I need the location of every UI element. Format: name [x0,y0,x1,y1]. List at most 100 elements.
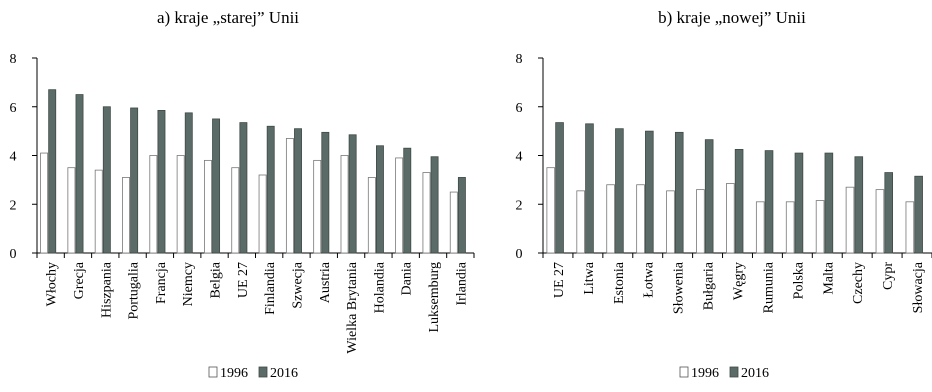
chart-b-bar-1996 [905,201,915,254]
chart-b-bar-2016 [854,156,864,254]
chart-a-bar-2016 [239,122,248,254]
chart-a-bar-1996 [149,155,158,254]
chart-b-bar-1996 [726,183,735,254]
chart-b-category-label: Węgry [732,262,747,300]
chart-a-category-label: Szwecja [290,261,305,308]
chart-a: a) kraje „starej” Unii 0 2 4 6 8 Włochy Grecja H… [10,8,475,381]
chart-b-bar-2016 [704,139,714,254]
chart-b-category-label: Estonia [612,261,627,304]
chart-a-bar-2016 [348,134,357,254]
chart-b-y-tick-label: 0 [516,247,523,262]
chart-b-y-tick-label: 6 [516,101,523,116]
chart-a-bar-1996 [176,155,185,254]
chart-b-category-label: Łotwa [642,261,657,298]
chart-b-legend-swatch-1996 [679,366,689,378]
chart-a-y-tick-label: 6 [10,101,17,116]
chart-a-bar-1996 [258,174,267,254]
chart-a-category-label: Holandia [372,261,387,313]
chart-a-bar-2016 [321,131,330,254]
chart-a-category-label: Hiszpania [99,261,114,318]
chart-b-bar-2016 [914,175,923,254]
chart-b-bar-2016 [734,149,744,254]
chart-b-legend-label-1996: 1996 [691,366,719,381]
chart-a-category-label: Francja [154,261,169,304]
chart-a-bar-1996 [204,159,212,254]
chart-a-bar-1996 [94,169,103,254]
chart-a-y-tick-label: 8 [10,52,17,67]
chart-a-bar-2016 [48,89,57,254]
chart-a-category-label: Irlandia [454,261,469,305]
chart-a-title: a) kraje „starej” Unii [157,8,299,27]
chart-a-bar-1996 [395,157,404,254]
chart-a-y-tick-label: 4 [10,150,17,165]
chart-a-category-label: Finlandia [263,261,278,315]
chart-b-category-label: Malta [821,261,836,294]
chart-a-bar-2016 [157,110,166,254]
chart-a-y-tick-label: 2 [10,198,17,213]
chart-b-y-tick-label: 8 [516,52,523,67]
chart-a-category-label: Belgia [209,261,224,298]
chart-a-bar-2016 [184,112,193,254]
chart-a-bar-1996 [313,159,322,254]
chart-a-bar-2016 [102,106,111,254]
chart-a-bar-2016 [75,94,84,254]
chart-b-bar-1996 [845,186,855,254]
chart-a-legend-swatch-1996 [208,366,218,378]
chart-b-title: b) kraje „nowej” Unii [658,8,806,27]
chart-a-bar-1996 [367,177,376,254]
chart-b-bar-2016 [884,172,894,254]
chart-b-bar-2016 [794,152,804,254]
chart-a-bar-1996 [340,155,349,254]
chart-a-bar-2016 [403,147,412,254]
chart-b-bar-1996 [875,189,885,254]
chart-a-bar-2016 [376,145,384,254]
chart-b: b) kraje „nowej” Unii 0 2 4 6 8 UE 27 Litwa Esto… [516,8,932,381]
chart-b-bar-1996 [696,189,705,254]
chart-a-bar-1996 [285,138,294,254]
chart-b-bar-2016 [645,130,654,254]
chart-b-bar-1996 [636,184,645,254]
chart-b-bar-1996 [755,201,765,254]
chart-b-bar-1996 [546,167,556,254]
chart-b-y-tick-label: 2 [516,198,523,213]
chart-b-category-label: Czechy [851,262,866,304]
chart-a-category-label: Luksemburg [427,262,442,333]
chart-a-legend-label-1996: 1996 [220,366,248,381]
chart-b-category-label: Słowacja [911,261,926,313]
chart-a-legend-label-2016: 2016 [270,366,298,381]
chart-a-bar-2016 [294,128,302,254]
chart-a-y-tick-label: 0 [10,247,17,262]
chart-a-bar-2016 [430,156,439,254]
chart-a-bar-1996 [40,152,49,254]
chart-a-category-label: UE 27 [236,262,251,298]
chart-b-legend-swatch-2016 [729,366,739,378]
chart-a-bar-2016 [266,125,275,254]
chart-a-category-label: Austria [318,261,333,303]
chart-b-category-label: Rumunia [761,261,776,313]
chart-b-legend-label-2016: 2016 [741,366,769,381]
chart-b-category-label: Bułgaria [702,261,717,310]
chart-b-bar-1996 [606,184,615,254]
chart-b-category-label: Litwa [582,261,597,294]
chart-a-category-label: Portugalia [127,261,142,319]
chart-a-legend-swatch-2016 [258,366,268,378]
chart-b-category-label: UE 27 [552,262,567,298]
chart-b-bar-2016 [824,152,834,254]
chart-a-category-label: Wielka Brytania [345,261,360,353]
chart-b-bar-1996 [576,190,585,254]
chart-b-bar-1996 [815,200,825,254]
chart-b-category-label: Słowenia [672,261,687,314]
chart-a-category-label: Niemcy [181,262,196,306]
chart-b-bar-2016 [585,123,594,254]
chart-a-bar-1996 [449,191,458,254]
chart-a-bar-2016 [212,118,221,254]
chart-b-category-label: Polska [791,261,806,299]
chart-a-bar-2016 [130,107,139,254]
chart-b-category-label: Cypr [881,262,896,290]
chart-a-category-label: Dania [400,261,415,295]
chart-a-bar-1996 [67,167,76,254]
chart-a-bar-2016 [457,177,466,254]
chart-a-category-label: Włochy [45,262,60,306]
chart-a-bar-1996 [122,177,130,254]
